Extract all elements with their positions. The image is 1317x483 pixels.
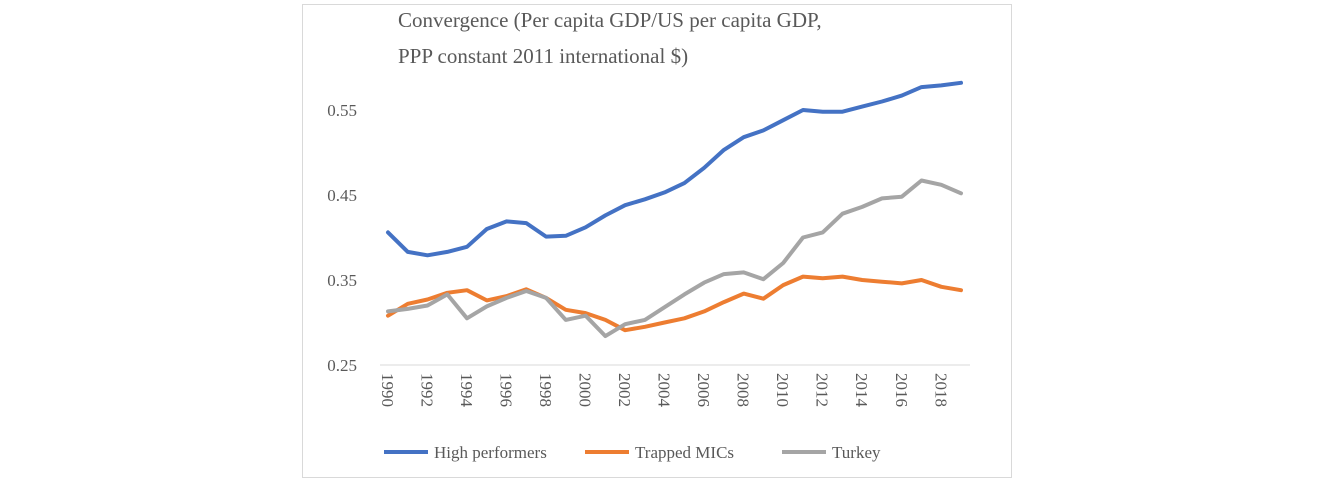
x-tick-label: 2006 bbox=[694, 373, 713, 407]
x-tick-label: 2012 bbox=[813, 373, 832, 407]
chart-title-line-2: PPP constant 2011 international $) bbox=[398, 44, 688, 68]
x-tick-label: 2010 bbox=[773, 373, 792, 407]
legend-label: High performers bbox=[434, 443, 547, 462]
x-tick-label: 1996 bbox=[497, 373, 516, 407]
x-tick-label: 2000 bbox=[576, 373, 595, 407]
x-tick-label: 2004 bbox=[655, 373, 674, 408]
chart-title-line-1: Convergence (Per capita GDP/US per capit… bbox=[398, 8, 822, 32]
x-tick-label: 1994 bbox=[457, 373, 476, 408]
x-tick-label: 2014 bbox=[852, 373, 871, 408]
x-tick-label: 1992 bbox=[418, 373, 437, 407]
y-tick-label: 0.25 bbox=[327, 356, 357, 375]
x-tick-label: 2016 bbox=[892, 373, 911, 407]
x-tick-label: 2008 bbox=[734, 373, 753, 407]
x-tick-label: 1998 bbox=[536, 373, 555, 407]
series-line-turkey bbox=[386, 178, 963, 339]
series-line-high-performers bbox=[386, 80, 963, 258]
legend-label: Turkey bbox=[832, 443, 881, 462]
x-tick-label: 2002 bbox=[615, 373, 634, 407]
x-tick-label: 1990 bbox=[378, 373, 397, 407]
y-tick-label: 0.35 bbox=[327, 271, 357, 290]
x-tick-label: 2018 bbox=[931, 373, 950, 407]
series-line-trapped-mics bbox=[386, 274, 963, 333]
y-tick-label: 0.55 bbox=[327, 101, 357, 120]
chart-frame bbox=[302, 4, 1012, 478]
legend-label: Trapped MICs bbox=[635, 443, 734, 462]
y-tick-label: 0.45 bbox=[327, 186, 357, 205]
